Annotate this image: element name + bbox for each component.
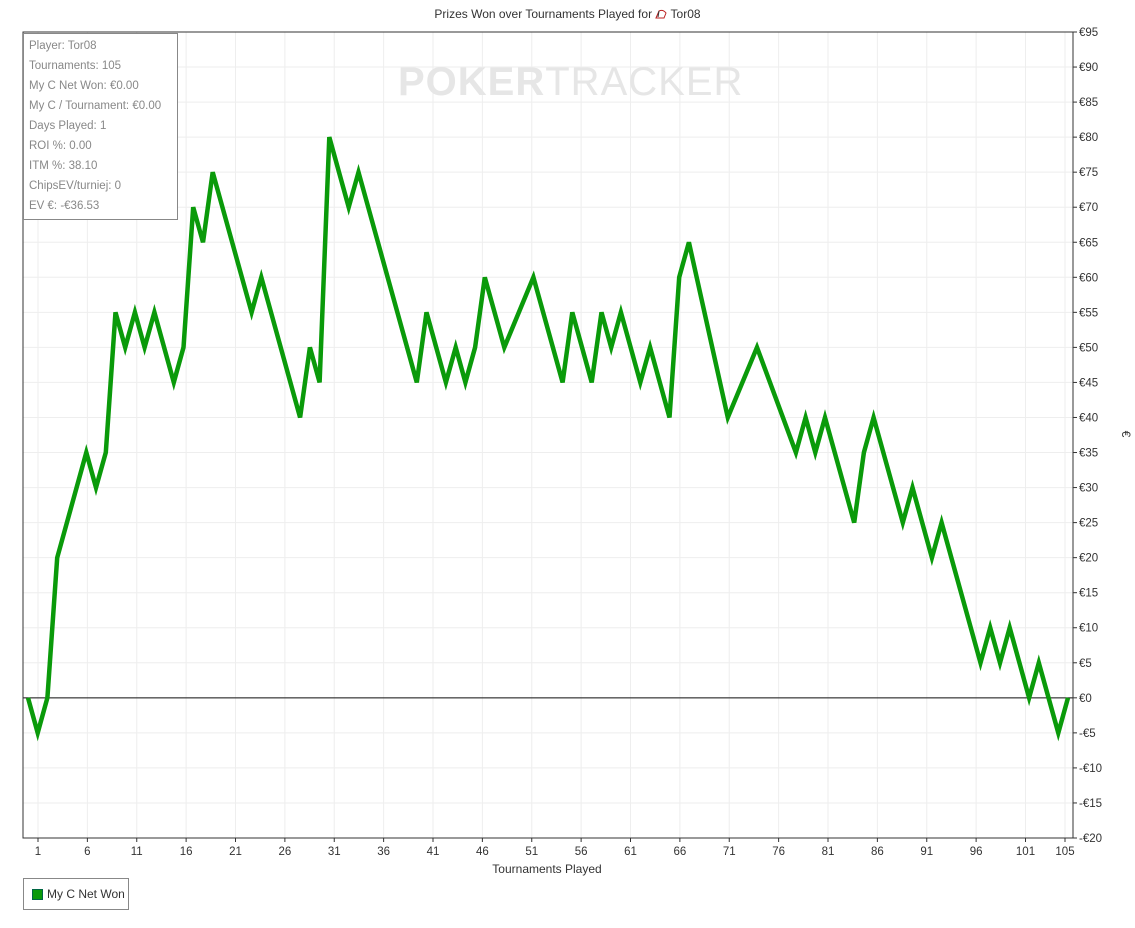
y-axis: -€20 -€15 -€10 -€5 €0 €5 €10 €15 €20 €25 €30 €35 €40… — [1073, 27, 1102, 845]
player-cap-icon — [655, 9, 667, 19]
watermark-light: TRACKER — [545, 60, 744, 104]
watermark-bold: POKER — [398, 60, 546, 104]
stats-box: Player: Tor08 Tournaments: 105 My C Net Wo… — [23, 33, 178, 220]
x-tick-label: 41 — [427, 846, 440, 858]
x-tick-label: 16 — [180, 846, 193, 858]
legend-label: My C Net Won — [47, 887, 125, 901]
stat-line: ITM %: 38.10 — [29, 160, 98, 172]
x-tick-label: 86 — [871, 846, 884, 858]
y-tick-label: €85 — [1079, 97, 1098, 109]
y-tick-label: -€5 — [1079, 728, 1096, 740]
grid-lines — [23, 31, 1073, 839]
y-tick-label: €70 — [1079, 202, 1098, 214]
y-tick-label: €50 — [1079, 342, 1098, 354]
stat-line: ROI %: 0.00 — [29, 140, 92, 152]
y-tick-label: €25 — [1079, 518, 1098, 530]
x-tick-label: 71 — [723, 846, 736, 858]
x-tick-label: 66 — [673, 846, 686, 858]
x-tick-label: 46 — [476, 846, 489, 858]
y-tick-label: €95 — [1079, 27, 1098, 39]
y-tick-label: -€15 — [1079, 798, 1102, 810]
y-tick-label: -€10 — [1079, 763, 1102, 775]
x-axis-label: Tournaments Played — [492, 862, 601, 876]
y-tick-label: €55 — [1079, 307, 1098, 319]
chart-title-text: Prizes Won over Tournaments Played for — [434, 7, 653, 21]
stat-line: My C Net Won: €0.00 — [29, 80, 139, 92]
chart-title-player: Tor08 — [670, 7, 701, 21]
plot-frame — [22, 31, 1074, 839]
pokertracker-watermark: POKERTRACKER — [398, 60, 743, 105]
x-axis: 1 6 11 16 21 26 31 36 41 46 51 56 61 66 71 76 81 86 91 96 10… — [35, 838, 1075, 858]
stat-line: EV €: -€36.53 — [29, 200, 100, 212]
y-tick-label: €30 — [1079, 483, 1098, 495]
x-tick-label: 51 — [525, 846, 538, 858]
x-tick-label: 36 — [377, 846, 390, 858]
chart-title: Prizes Won over Tournaments Played for T… — [0, 7, 1135, 21]
y-tick-label: €45 — [1079, 377, 1098, 389]
stat-line: Tournaments: 105 — [29, 60, 122, 72]
legend: My C Net Won — [23, 878, 129, 910]
y-tick-label: €15 — [1079, 588, 1098, 600]
x-tick-label: 101 — [1016, 846, 1035, 858]
y-tick-label: -€20 — [1079, 833, 1102, 845]
stat-line: Days Played: 1 — [29, 120, 107, 132]
legend-swatch — [32, 888, 43, 900]
x-tick-label: 76 — [772, 846, 785, 858]
stat-line: ChipsEV/turniej: 0 — [29, 180, 122, 192]
y-tick-label: €0 — [1079, 693, 1092, 705]
y-tick-label: €75 — [1079, 167, 1098, 179]
series-lines — [25, 136, 1071, 742]
y-tick-label: €60 — [1079, 272, 1098, 284]
x-tick-label: 31 — [328, 846, 341, 858]
x-tick-label: 6 — [84, 846, 90, 858]
y-tick-label: €80 — [1079, 132, 1098, 144]
x-tick-label: 1 — [35, 846, 41, 858]
series-line — [25, 136, 1071, 742]
x-tick-label: 91 — [920, 846, 933, 858]
x-tick-label: 26 — [278, 846, 291, 858]
y-tick-label: €20 — [1079, 553, 1098, 565]
x-tick-label: 56 — [575, 846, 588, 858]
stat-line: Player: Tor08 — [29, 40, 97, 52]
x-tick-label: 21 — [229, 846, 242, 858]
y-axis-label: € — [1119, 431, 1133, 438]
x-tick-label: 11 — [131, 846, 143, 858]
stat-line: My C / Tournament: €0.00 — [29, 100, 162, 112]
x-tick-label: 61 — [624, 846, 637, 858]
y-tick-label: €90 — [1079, 62, 1098, 74]
y-tick-label: €40 — [1079, 412, 1098, 424]
y-tick-label: €10 — [1079, 623, 1098, 635]
x-tick-label: 96 — [970, 846, 983, 858]
x-tick-label: 105 — [1055, 846, 1074, 858]
y-tick-label: €65 — [1079, 237, 1098, 249]
y-tick-label: €35 — [1079, 448, 1098, 460]
y-tick-label: €5 — [1079, 658, 1092, 670]
x-tick-label: 81 — [822, 846, 835, 858]
